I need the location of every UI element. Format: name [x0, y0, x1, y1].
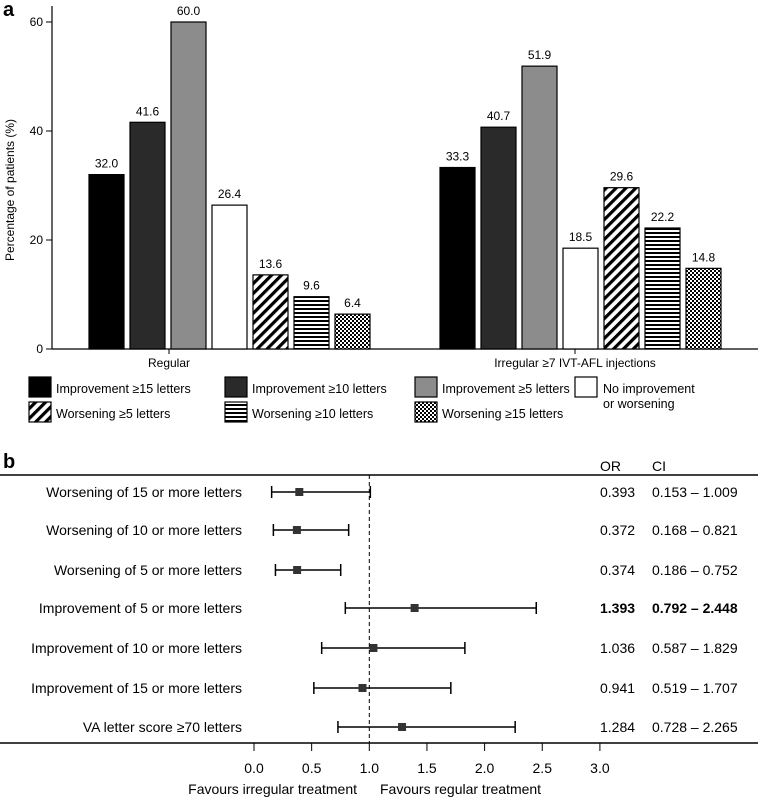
legend-label: Improvement ≥10 letters — [252, 382, 387, 396]
ci-value: 0.728 – 2.265 — [652, 719, 738, 735]
panel-b-label: b — [3, 451, 15, 473]
or-point — [358, 684, 367, 692]
or-value: 0.393 — [600, 484, 635, 500]
bar — [480, 126, 517, 350]
legend-label: Worsening ≥5 letters — [56, 407, 170, 421]
bar-value-label: 60.0 — [177, 4, 201, 18]
legend-label: No improvement — [603, 382, 695, 396]
bar — [334, 313, 371, 350]
bar-value-label: 13.6 — [259, 257, 283, 271]
row-label: Improvement of 15 or more letters — [31, 680, 242, 696]
x-tick-label: 1.0 — [360, 760, 380, 776]
y-tick-label: 60 — [30, 15, 44, 29]
y-tick-label: 0 — [36, 342, 43, 356]
x-tick-label: 0.5 — [302, 760, 322, 776]
row-label: Worsening of 5 or more letters — [54, 562, 242, 578]
panel-b-forest-plot: 0.0 0.5 1.0 1.5 2.0 2.5 3.0 Worsening of 15 or … — [0, 474, 758, 776]
legend-label: Worsening ≥10 letters — [252, 407, 373, 421]
bar-value-label: 29.6 — [610, 170, 634, 184]
ci-value: 0.587 – 1.829 — [652, 640, 738, 656]
x-category-label: Irregular ≥7 IVT-AFL injections — [494, 356, 656, 370]
x-tick-label: 1.5 — [417, 760, 437, 776]
bar — [685, 267, 722, 350]
legend-swatch — [28, 376, 52, 398]
x-tick-label: 0.0 — [244, 760, 264, 776]
legend-swatch — [224, 401, 248, 423]
ci-value: 0.519 – 1.707 — [652, 680, 738, 696]
or-value: 0.374 — [600, 562, 635, 578]
legend-swatch — [414, 401, 438, 423]
bar — [88, 174, 125, 350]
bar-value-label: 9.6 — [303, 279, 320, 293]
row-label: Improvement of 5 or more letters — [39, 600, 242, 616]
ci-value: 0.153 – 1.009 — [652, 484, 738, 500]
or-value: 1.036 — [600, 640, 635, 656]
x-tick-label: 3.0 — [590, 760, 610, 776]
bar — [170, 21, 207, 350]
or-point — [293, 566, 302, 574]
panel-a-bars: 32.0 33.3 41.6 40.7 60.0 51.9 26.4 18.5 13.6 29.6… — [88, 4, 722, 350]
or-column-header: OR — [600, 458, 621, 474]
or-point — [398, 723, 407, 731]
row-label: Worsening of 10 or more letters — [46, 522, 242, 538]
bar — [252, 274, 289, 350]
bar — [603, 187, 640, 350]
or-point — [292, 526, 301, 534]
bar — [439, 166, 476, 350]
bar-value-label: 33.3 — [446, 150, 470, 164]
bar — [644, 227, 681, 350]
y-tick-label: 40 — [30, 124, 44, 138]
bar — [293, 296, 330, 350]
row-label: Worsening of 15 or more letters — [46, 484, 242, 500]
y-tick-label: 20 — [30, 233, 44, 247]
x-category-label: Regular — [148, 356, 190, 370]
or-value: 1.284 — [600, 719, 635, 735]
bar-value-label: 51.9 — [528, 48, 552, 62]
favours-irregular-label: Favours irregular treatment — [188, 781, 357, 797]
legend-label: Improvement ≥15 letters — [56, 382, 191, 396]
ci-column-header: CI — [652, 458, 666, 474]
bar-value-label: 6.4 — [344, 296, 361, 310]
bar — [129, 121, 166, 350]
legend-label: Worsening ≥15 letters — [442, 407, 563, 421]
or-point — [295, 488, 304, 496]
x-tick-label: 2.0 — [475, 760, 495, 776]
bar — [521, 65, 558, 350]
legend-swatch — [414, 376, 438, 398]
x-tick-label: 2.5 — [533, 760, 553, 776]
legend-swatch — [28, 401, 52, 423]
bar-value-label: 40.7 — [487, 109, 511, 123]
panel-a-label: a — [3, 0, 15, 21]
row-label: Improvement of 10 or more letters — [31, 640, 242, 656]
bar — [562, 247, 599, 350]
ci-value: 0.168 – 0.821 — [652, 522, 738, 538]
ci-value: 0.792 – 2.448 — [652, 600, 738, 616]
bar-value-label: 18.5 — [569, 230, 593, 244]
or-point — [410, 604, 419, 612]
row-label: VA letter score ≥70 letters — [83, 719, 242, 735]
or-value: 0.372 — [600, 522, 635, 538]
bar-value-label: 32.0 — [95, 157, 119, 171]
legend-swatch — [224, 376, 248, 398]
bar-value-label: 41.6 — [136, 104, 160, 118]
bar-value-label: 14.8 — [692, 250, 716, 264]
panel-a-axes: 0 20 40 60 Regular Irregular ≥7 IVT-AFL injec… — [30, 6, 758, 370]
bar — [211, 204, 248, 350]
panel-a-y-axis-label: Percentage of patients (%) — [3, 119, 17, 261]
legend-label: or worsening — [603, 397, 675, 411]
bar-value-label: 26.4 — [218, 187, 242, 201]
bar-value-label: 22.2 — [651, 210, 675, 224]
or-value: 0.941 — [600, 680, 635, 696]
legend-swatch — [574, 376, 598, 398]
panel-a-legend: Improvement ≥15 letters Improvement ≥10 l… — [28, 376, 695, 423]
ci-value: 0.186 – 0.752 — [652, 562, 738, 578]
legend-label: Improvement ≥5 letters — [442, 382, 570, 396]
or-value: 1.393 — [600, 600, 635, 616]
favours-regular-label: Favours regular treatment — [380, 781, 541, 797]
or-point — [369, 644, 378, 652]
